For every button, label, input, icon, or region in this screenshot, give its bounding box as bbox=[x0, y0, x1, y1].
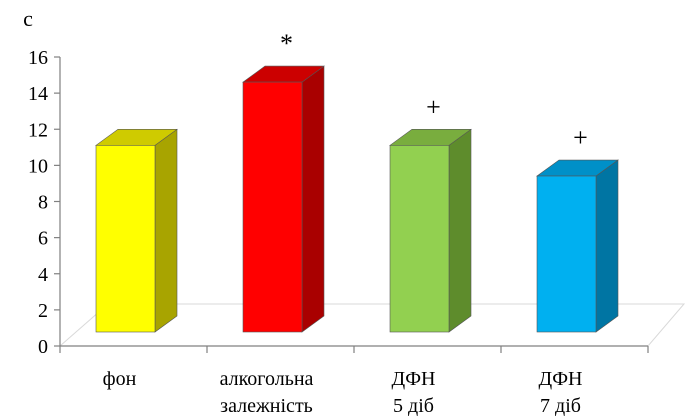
y-tick-label: 2 bbox=[38, 300, 48, 322]
category-label: ДФН bbox=[392, 368, 436, 390]
y-tick-label: 16 bbox=[28, 47, 48, 69]
bar-side-face bbox=[154, 128, 178, 333]
y-tick-label: 12 bbox=[28, 119, 48, 141]
significance-marker: + bbox=[573, 123, 588, 152]
category-label: залежність bbox=[220, 395, 313, 417]
bar-front-face bbox=[95, 145, 156, 333]
y-axis-unit-label: с bbox=[23, 6, 33, 31]
labels: фон * алкогольна залежність + ДФН 5 діб + ДФН 7 д… bbox=[103, 29, 588, 417]
bar-side-face bbox=[595, 159, 619, 333]
y-tick-label: 14 bbox=[28, 83, 48, 105]
axes: 0 2 4 6 8 10 12 14 16 bbox=[28, 47, 649, 358]
bar-front-face bbox=[389, 145, 450, 333]
category-label: ДФН bbox=[539, 368, 583, 390]
category-label: фон bbox=[103, 368, 137, 390]
bar-side-face bbox=[448, 128, 472, 333]
bars bbox=[95, 65, 619, 333]
significance-marker: * bbox=[280, 29, 293, 58]
y-tick-label: 8 bbox=[38, 192, 48, 214]
bar-side-face bbox=[301, 65, 325, 333]
bar bbox=[242, 65, 325, 333]
category-label: 5 діб bbox=[393, 395, 434, 417]
bar-front-face bbox=[242, 81, 303, 333]
bar bbox=[95, 128, 178, 333]
category-label: алкогольна bbox=[220, 368, 314, 390]
category-label: 7 діб bbox=[540, 395, 581, 417]
y-tick-label: 10 bbox=[28, 155, 48, 177]
bar bbox=[389, 128, 472, 333]
significance-marker: + bbox=[426, 92, 441, 121]
bar bbox=[536, 159, 619, 333]
bar-front-face bbox=[536, 175, 597, 333]
y-tick-label: 6 bbox=[38, 228, 48, 250]
y-tick-label: 4 bbox=[38, 264, 48, 286]
y-tick-label: 0 bbox=[38, 336, 48, 358]
